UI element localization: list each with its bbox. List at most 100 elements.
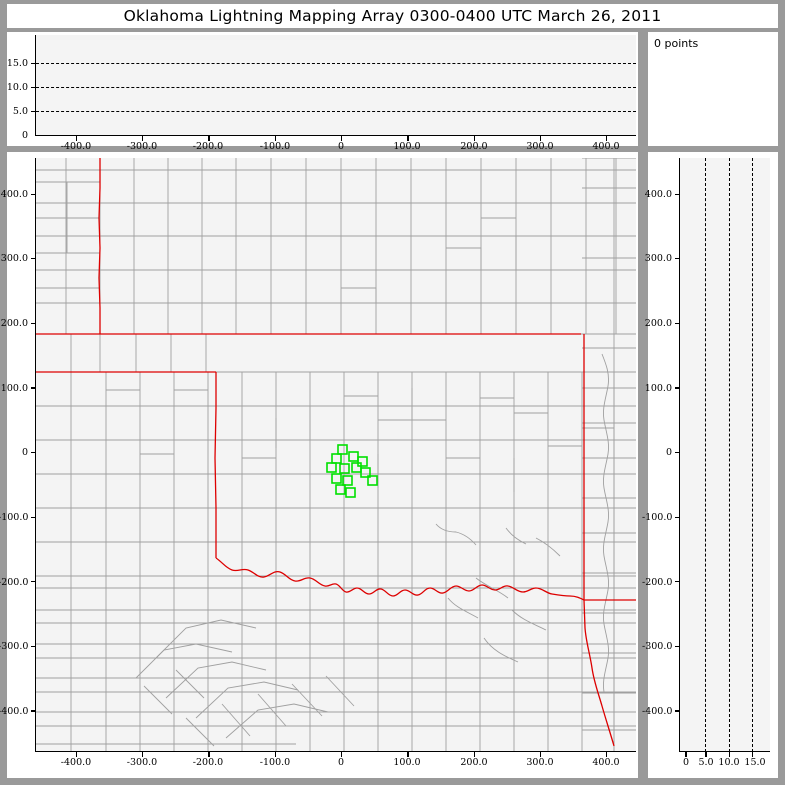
right-ytick--300: -300.0 bbox=[642, 641, 673, 652]
xtick-mark bbox=[208, 752, 210, 757]
station-marker[interactable] bbox=[345, 487, 356, 498]
map-xtick-100: 100.0 bbox=[393, 757, 421, 768]
xtick-mark bbox=[341, 752, 343, 757]
station-marker[interactable] bbox=[351, 462, 362, 473]
ytick-mark bbox=[31, 645, 36, 648]
ytick-mark bbox=[31, 193, 36, 195]
info-panel[interactable]: 0 points bbox=[648, 32, 778, 146]
station-marker[interactable] bbox=[339, 463, 350, 474]
map-xtick--300: -300.0 bbox=[126, 757, 158, 768]
xtick-mark bbox=[407, 752, 409, 757]
xtick-mark bbox=[407, 136, 409, 141]
xtick-mark bbox=[539, 752, 542, 757]
gridline-15 bbox=[752, 158, 754, 752]
ytick-mark bbox=[675, 193, 680, 195]
ytick-mark bbox=[675, 322, 680, 325]
gridline-15 bbox=[36, 62, 636, 64]
xtick-mark bbox=[473, 136, 475, 141]
ytick-mark bbox=[675, 452, 680, 454]
map-plotarea[interactable] bbox=[36, 158, 636, 752]
ytick-mark bbox=[675, 581, 680, 583]
map-xtick--400: -400.0 bbox=[60, 757, 92, 768]
station-marker[interactable] bbox=[337, 444, 348, 455]
map-xtick-0: 0 bbox=[337, 757, 345, 768]
xtick-mark bbox=[728, 752, 731, 757]
xtick-mark bbox=[142, 752, 144, 757]
right-panel-plotarea[interactable] bbox=[680, 158, 770, 752]
ytick-mark bbox=[31, 516, 36, 518]
map-ytick-400: 400.0 bbox=[0, 189, 28, 200]
xtick-mark bbox=[606, 752, 608, 757]
ytick-mark bbox=[31, 62, 36, 64]
station-marker[interactable] bbox=[348, 451, 359, 462]
map-ytick-0: 0 bbox=[21, 447, 28, 458]
gridline-10 bbox=[36, 86, 636, 88]
xtick-mark bbox=[473, 752, 475, 757]
top-xtick-200: 200.0 bbox=[460, 141, 488, 152]
map-ytick-300: 300.0 bbox=[0, 253, 28, 264]
map-ytick--100: -100.0 bbox=[0, 512, 29, 523]
top-xtick-0: 0 bbox=[337, 141, 345, 152]
top-xtick-100: 100.0 bbox=[393, 141, 421, 152]
xtick-mark bbox=[274, 752, 276, 757]
ytick-mark bbox=[31, 581, 36, 583]
right-panel-yaxis bbox=[679, 158, 681, 752]
station-marker[interactable] bbox=[331, 453, 342, 464]
gridline-5 bbox=[705, 158, 707, 752]
xtick-mark bbox=[606, 136, 608, 141]
lma-station-markers bbox=[326, 444, 378, 498]
ytick-mark bbox=[675, 387, 680, 389]
map-xtick-300: 300.0 bbox=[526, 757, 554, 768]
right-ytick-0: 0 bbox=[665, 447, 672, 458]
right-ytick--100: -100.0 bbox=[642, 512, 673, 523]
station-marker[interactable] bbox=[357, 456, 368, 467]
top-xtick-400: 400.0 bbox=[592, 141, 620, 152]
gridline-5 bbox=[36, 110, 636, 112]
xtick-mark bbox=[341, 136, 343, 141]
page-title: Oklahoma Lightning Mapping Array 0300-04… bbox=[123, 7, 662, 25]
xtick-mark bbox=[75, 752, 78, 757]
top-panel-plotarea[interactable] bbox=[36, 35, 636, 136]
ytick-mark bbox=[31, 110, 36, 113]
right-panel-xaxis bbox=[679, 751, 770, 753]
top-xtick--100: -100.0 bbox=[259, 141, 291, 152]
top-xtick--400: -400.0 bbox=[60, 141, 92, 152]
right-xtick-15: 15.0 bbox=[744, 757, 766, 768]
map-ytick--400: -400.0 bbox=[0, 706, 29, 717]
map-yaxis bbox=[35, 158, 37, 752]
gridline-10 bbox=[728, 158, 730, 752]
map-xtick--200: -200.0 bbox=[192, 757, 224, 768]
station-marker[interactable] bbox=[360, 467, 371, 478]
station-marker[interactable] bbox=[331, 473, 342, 484]
top-xtick--300: -300.0 bbox=[126, 141, 158, 152]
ytick-mark bbox=[31, 322, 36, 325]
ytick-mark bbox=[675, 258, 680, 260]
top-xtick--200: -200.0 bbox=[192, 141, 224, 152]
xtick-mark bbox=[274, 136, 276, 141]
title-bar: Oklahoma Lightning Mapping Array 0300-04… bbox=[7, 4, 778, 28]
station-marker[interactable] bbox=[367, 475, 378, 486]
station-marker[interactable] bbox=[342, 475, 353, 486]
top-ytick-5: 5.0 bbox=[12, 106, 28, 117]
right-xtick-5: 5.0 bbox=[698, 757, 714, 768]
station-marker[interactable] bbox=[335, 484, 346, 495]
station-marker[interactable] bbox=[326, 462, 337, 473]
right-ytick-400: 400.0 bbox=[644, 189, 672, 200]
top-ytick-10: 10.0 bbox=[6, 82, 28, 93]
xtick-mark bbox=[705, 752, 707, 757]
map-ytick-100: 100.0 bbox=[0, 383, 28, 394]
map-xtick--100: -100.0 bbox=[259, 757, 291, 768]
county-boundaries bbox=[36, 158, 636, 752]
xtick-mark bbox=[142, 136, 144, 141]
right-ytick--200: -200.0 bbox=[642, 577, 673, 588]
xtick-mark bbox=[752, 752, 754, 757]
right-xtick-0: 0 bbox=[682, 757, 690, 768]
map-geography bbox=[36, 158, 636, 752]
point-count-label: 0 points bbox=[654, 37, 699, 50]
map-ytick--300: -300.0 bbox=[0, 641, 29, 652]
top-panel-yaxis bbox=[35, 35, 37, 136]
map-xtick-400: 400.0 bbox=[592, 757, 620, 768]
right-ytick--400: -400.0 bbox=[642, 706, 673, 717]
xtick-mark bbox=[685, 752, 687, 757]
